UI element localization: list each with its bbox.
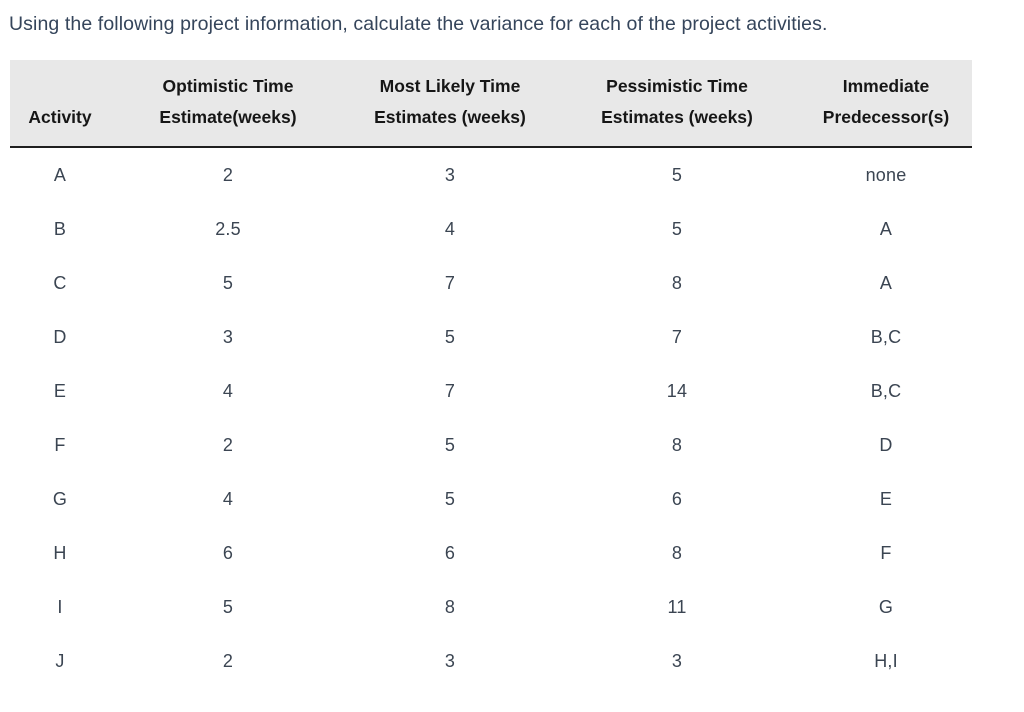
cell-activity: G	[52, 488, 68, 509]
cell-pessimistic: 8	[671, 542, 683, 563]
header-line: Estimates (weeks)	[601, 107, 753, 127]
header-line: Estimates (weeks)	[374, 107, 526, 127]
cell-pessimistic: 8	[671, 272, 683, 293]
header-line: Optimistic Time	[162, 76, 294, 96]
cell-most-likely: 3	[444, 164, 456, 185]
column-header-most-likely: Most Likely Time Estimates (weeks)	[346, 60, 554, 148]
cell-optimistic: 5	[222, 272, 234, 293]
table-body: A 2 3 5 none B 2.5 4 5 A C 5 7 8 A D 3 5…	[10, 147, 972, 688]
header-line: Pessimistic Time	[606, 76, 748, 96]
cell-predecessors: F	[880, 542, 892, 563]
column-header-activity: Activity	[10, 60, 110, 148]
cell-predecessors: A	[879, 272, 893, 293]
cell-pessimistic: 3	[671, 650, 683, 671]
cell-optimistic: 2	[222, 164, 234, 185]
cell-predecessors: D	[879, 434, 893, 455]
cell-pessimistic: 5	[671, 164, 683, 185]
table-row: J 2 3 3 H,I	[10, 634, 972, 688]
cell-predecessors: B,C	[870, 380, 902, 401]
cell-activity: J	[55, 650, 65, 671]
header-line: Predecessor(s)	[822, 107, 950, 127]
cell-optimistic: 4	[222, 380, 234, 401]
cell-predecessors: A	[879, 218, 893, 239]
cell-optimistic: 4	[222, 488, 234, 509]
cell-pessimistic: 7	[671, 326, 683, 347]
project-activities-table: Activity Optimistic Time Estimate(weeks)…	[10, 60, 972, 688]
header-line: Most Likely Time	[379, 76, 521, 96]
cell-most-likely: 5	[444, 434, 456, 455]
cell-predecessors: G	[878, 596, 894, 617]
cell-optimistic: 3	[222, 326, 234, 347]
cell-activity: D	[53, 326, 67, 347]
cell-pessimistic: 8	[671, 434, 683, 455]
table-row: F 2 5 8 D	[10, 418, 972, 472]
cell-pessimistic: 5	[671, 218, 683, 239]
header-row: Activity Optimistic Time Estimate(weeks)…	[10, 60, 972, 148]
column-header-predecessors: Immediate Predecessor(s)	[800, 60, 972, 148]
question-text: Using the following project information,…	[9, 13, 828, 35]
cell-optimistic: 2.5	[215, 218, 241, 239]
table-row: D 3 5 7 B,C	[10, 310, 972, 364]
cell-optimistic: 6	[222, 542, 234, 563]
table-row: H 6 6 8 F	[10, 526, 972, 580]
table-row: C 5 7 8 A	[10, 256, 972, 310]
cell-most-likely: 4	[444, 218, 456, 239]
cell-pessimistic: 11	[667, 596, 687, 617]
cell-optimistic: 2	[222, 650, 234, 671]
cell-predecessors: E	[879, 488, 893, 509]
cell-most-likely: 7	[444, 380, 456, 401]
table-row: G 4 5 6 E	[10, 472, 972, 526]
table-row: I 5 8 11 G	[10, 580, 972, 634]
cell-predecessors: H,I	[874, 650, 898, 671]
header-line: Estimate(weeks)	[159, 107, 297, 127]
cell-predecessors: B,C	[870, 326, 902, 347]
cell-activity: E	[53, 380, 67, 401]
cell-most-likely: 6	[444, 542, 456, 563]
header-line: Activity	[28, 107, 92, 127]
cell-most-likely: 5	[444, 326, 456, 347]
header-line: Immediate	[842, 76, 930, 96]
cell-activity: I	[57, 596, 63, 617]
cell-activity: A	[53, 164, 67, 185]
cell-activity: B	[53, 218, 67, 239]
table-row: E 4 7 14 B,C	[10, 364, 972, 418]
cell-activity: F	[54, 434, 66, 455]
cell-predecessors: none	[865, 164, 907, 185]
cell-pessimistic: 6	[671, 488, 683, 509]
cell-activity: H	[53, 542, 67, 563]
cell-most-likely: 7	[444, 272, 456, 293]
table-header: Activity Optimistic Time Estimate(weeks)…	[10, 60, 972, 148]
cell-most-likely: 8	[444, 596, 456, 617]
cell-most-likely: 5	[444, 488, 456, 509]
cell-pessimistic: 14	[666, 380, 688, 401]
cell-optimistic: 5	[222, 596, 234, 617]
cell-activity: C	[53, 272, 67, 293]
cell-optimistic: 2	[222, 434, 234, 455]
cell-most-likely: 3	[444, 650, 456, 671]
table-row: A 2 3 5 none	[10, 147, 972, 202]
table-row: B 2.5 4 5 A	[10, 202, 972, 256]
column-header-pessimistic: Pessimistic Time Estimates (weeks)	[554, 60, 800, 148]
column-header-optimistic: Optimistic Time Estimate(weeks)	[110, 60, 346, 148]
